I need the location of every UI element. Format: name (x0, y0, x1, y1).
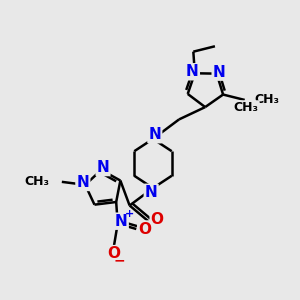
Text: CH₃: CH₃ (234, 101, 259, 114)
Text: N: N (145, 185, 158, 200)
Text: O: O (108, 246, 121, 261)
Text: CH₃: CH₃ (254, 94, 279, 106)
Text: N: N (115, 214, 128, 229)
Text: +: + (125, 209, 134, 219)
Text: O: O (138, 221, 151, 236)
Text: N: N (97, 160, 110, 175)
Text: O: O (151, 212, 164, 227)
Text: N: N (76, 175, 89, 190)
Text: −: − (114, 254, 125, 268)
Text: CH₃: CH₃ (25, 176, 50, 188)
Text: N: N (148, 127, 161, 142)
Text: N: N (186, 64, 199, 79)
Text: N: N (213, 64, 226, 80)
